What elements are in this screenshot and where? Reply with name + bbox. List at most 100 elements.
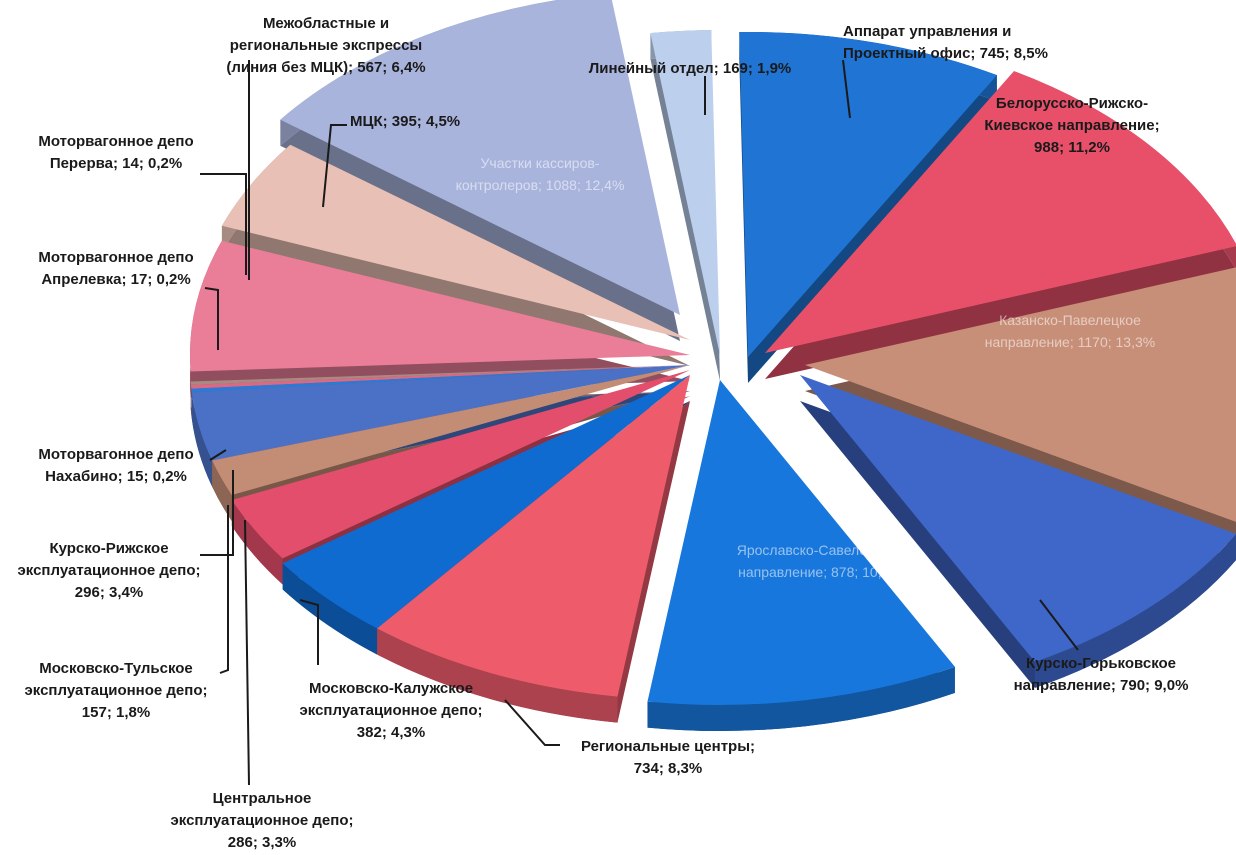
slice-label: Ярославско-Савеловское направление; 878; … [737, 542, 904, 580]
pie-slice-top [650, 30, 720, 355]
slice-label-line: направление; 878; 10,0% [738, 564, 902, 580]
slice-label-line: Курско-Рижское [49, 540, 168, 557]
slice-label-line: Курско-Горьковское [1026, 655, 1176, 672]
slice-label-line: Апрелевка; 17; 0,2% [41, 271, 190, 288]
pie-slice-top [212, 365, 690, 496]
slice-label-line: Аппарат управления и [843, 23, 1011, 40]
slice-label-line: эксплуатационное депо; [300, 702, 483, 719]
slice-label: Региональные центры; 734; 8,3% [581, 738, 755, 777]
leader-line [219, 505, 229, 674]
slice-label-line: Участки кассиров- [481, 155, 600, 171]
leader-line [322, 124, 347, 208]
slice-label-line: Моторвагонное депо [38, 446, 193, 463]
pie-slice [739, 31, 997, 383]
pie-slice [805, 267, 1236, 548]
pie-slice [650, 30, 720, 381]
slice-label-line: Проектный офис; 745; 8,5% [843, 45, 1048, 62]
leader-line [504, 699, 560, 746]
slice-label: Моторвагонное депо Апрелевка; 17; 0,2% [38, 249, 193, 288]
slice-label: Моторвагонное депо Нахабино; 15; 0,2% [38, 446, 193, 485]
slice-label-line: 157; 1,8% [82, 704, 150, 721]
leader-line [244, 519, 250, 786]
pie-slice-rim [647, 666, 955, 731]
pie-slices [190, 0, 1236, 731]
slice-label-line: Региональные центры; [581, 738, 755, 755]
slice-label-line: Моторвагонное депо [38, 249, 193, 266]
pie-labels: Аппарат управления и Проектный офис; 745;… [18, 15, 1189, 851]
pie-slice [765, 71, 1236, 379]
slice-label-line: направление; 790; 9,0% [1014, 677, 1189, 694]
pie-slice-rim [377, 628, 618, 723]
slice-label-line: Перерва; 14; 0,2% [50, 155, 182, 172]
slice-label: МЦК; 395; 4,5% [350, 113, 460, 130]
pie-slice-top [805, 267, 1236, 522]
slice-label-line: 988; 11,2% [1034, 139, 1110, 156]
slice-label-line: 296; 3,4% [75, 584, 143, 601]
slice-label-line: эксплуатационное депо; [18, 562, 201, 579]
pie-slice [377, 375, 690, 723]
slice-label-line: Московско-Тульское [39, 660, 193, 677]
pie-slice [647, 380, 955, 731]
slice-label: Курско-Горьковское направление; 790; 9,0% [1014, 655, 1189, 694]
slice-label-line: эксплуатационное депо; [25, 682, 208, 699]
slice-label-line: Киевское направление; [984, 117, 1159, 134]
pie-slice-rim [282, 563, 378, 655]
slice-label: Линейный отдел; 169; 1,9% [589, 60, 792, 77]
pie-slice-top [282, 375, 690, 629]
pie-slice-top [377, 375, 690, 697]
slice-label: Аппарат управления и Проектный офис; 745;… [843, 23, 1048, 62]
leader-line [204, 287, 219, 350]
pie-slice-rim [1034, 534, 1236, 688]
slice-label-line: Ярославско-Савеловское [737, 542, 904, 558]
slice-label-line: 734; 8,3% [634, 760, 702, 777]
slice-label: Московско-Калужское эксплуатационное депо… [300, 680, 483, 741]
leader-line [200, 173, 247, 275]
slice-label: Моторвагонное депо Перерва; 14; 0,2% [38, 133, 193, 172]
slice-label-line: (линия без МЦК); 567; 6,4% [226, 59, 425, 76]
slice-label-line: Линейный отдел; 169; 1,9% [589, 60, 792, 77]
slice-label-line: Нахабино; 15; 0,2% [45, 468, 187, 485]
pie-slice-top [765, 71, 1236, 353]
pie-slice-top [191, 365, 690, 461]
leader-line [842, 59, 851, 119]
slice-label: Межобластные и региональные экспрессы (лин… [226, 15, 425, 76]
pie-slice-top [739, 31, 997, 357]
pie-slice-top [280, 0, 680, 315]
leader-line [299, 599, 319, 665]
slice-label-line: эксплуатационное депо; [171, 812, 354, 829]
pie-slice [800, 375, 1236, 688]
leader-line [209, 449, 227, 461]
slice-label-line: 382; 4,3% [357, 724, 425, 741]
leader-line [1039, 599, 1079, 651]
pie-slice [280, 0, 680, 342]
pie-slice-rim [191, 392, 213, 487]
slice-label-line: МЦК; 395; 4,5% [350, 113, 460, 130]
pie-slice-top [800, 375, 1236, 662]
pie-slice-rim [212, 460, 232, 522]
pie-slice [190, 240, 690, 398]
slice-label-line: Белорусско-Рижско- [996, 95, 1148, 112]
slice-label-line: Межобластные и [263, 15, 389, 32]
pie-slice-top [190, 365, 690, 389]
slice-label-line: Московско-Калужское [309, 680, 473, 697]
slice-label: Курско-Рижское эксплуатационное депо; 296;… [18, 540, 201, 601]
pie-slice-top [221, 144, 690, 340]
slice-label: Казанско-Павелецкое направление; 1170; 13… [985, 312, 1155, 350]
slice-label: Центральное эксплуатационное депо; 286; 3,… [171, 790, 354, 851]
slice-label-line: Казанско-Павелецкое [999, 312, 1141, 328]
slice-label-line: Центральное [213, 790, 312, 807]
slice-label: Белорусско-Рижско- Киевское направление; 9… [984, 95, 1159, 156]
pie-slice [221, 144, 690, 366]
pie-slice-top [231, 370, 690, 559]
slice-label-line: контролеров; 1088; 12,4% [456, 177, 625, 193]
slice-label: Московско-Тульское эксплуатационное депо;… [25, 660, 208, 721]
pie-slice-top [647, 380, 955, 706]
pie-slice-top [190, 365, 690, 385]
leader-line [200, 470, 234, 556]
pie-slice-top [190, 240, 690, 372]
slice-label-line: региональные экспрессы [230, 37, 422, 54]
slice-label-line: направление; 1170; 13,3% [985, 334, 1155, 350]
pie-slice-top [191, 365, 691, 393]
slice-label-line: Моторвагонное депо [38, 133, 193, 150]
